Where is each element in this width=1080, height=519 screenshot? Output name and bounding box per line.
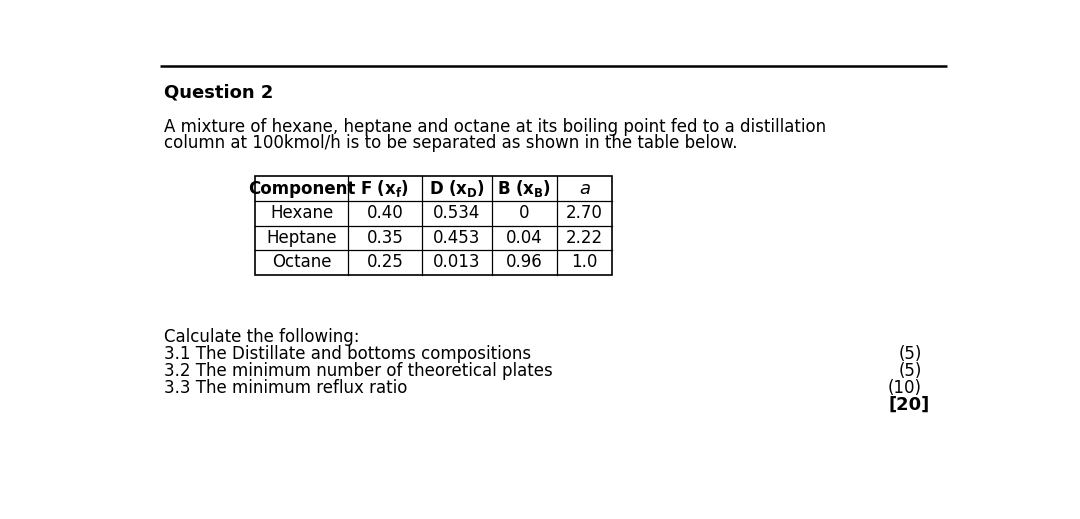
Text: 3.2 The minimum number of theoretical plates: 3.2 The minimum number of theoretical pl… (164, 362, 553, 380)
Text: Calculate the following:: Calculate the following: (164, 328, 360, 346)
Text: Component: Component (248, 180, 355, 198)
Text: 0.013: 0.013 (433, 253, 481, 271)
Text: 0.35: 0.35 (366, 229, 403, 247)
Text: (5): (5) (899, 362, 921, 380)
Text: $\mathbf{F\ (x_f)}$: $\mathbf{F\ (x_f)}$ (361, 178, 409, 199)
Text: 0: 0 (519, 204, 529, 222)
Text: 0.534: 0.534 (433, 204, 481, 222)
Text: 0.25: 0.25 (366, 253, 403, 271)
Bar (255, 176, 611, 275)
Text: $\it{a}$: $\it{a}$ (579, 180, 591, 198)
Text: (10): (10) (888, 379, 921, 397)
Text: 3.3 The minimum reflux ratio: 3.3 The minimum reflux ratio (164, 379, 408, 397)
Text: 0.04: 0.04 (507, 229, 543, 247)
Text: Octane: Octane (272, 253, 332, 271)
Text: A mixture of hexane, heptane and octane at its boiling point fed to a distillati: A mixture of hexane, heptane and octane … (164, 118, 826, 136)
Text: [20]: [20] (888, 395, 930, 414)
Text: 0.96: 0.96 (507, 253, 543, 271)
Text: Hexane: Hexane (270, 204, 334, 222)
Text: 1.0: 1.0 (571, 253, 597, 271)
Text: 0.40: 0.40 (366, 204, 403, 222)
Text: $\mathbf{D\ (x_D)}$: $\mathbf{D\ (x_D)}$ (429, 178, 485, 199)
Text: 2.70: 2.70 (566, 204, 603, 222)
Text: Question 2: Question 2 (164, 84, 274, 102)
Text: $\mathbf{B\ (x_B)}$: $\mathbf{B\ (x_B)}$ (498, 178, 552, 199)
Text: (5): (5) (899, 345, 921, 363)
Text: 2.22: 2.22 (566, 229, 603, 247)
Text: Heptane: Heptane (267, 229, 337, 247)
Text: column at 100kmol/h is to be separated as shown in the table below.: column at 100kmol/h is to be separated a… (164, 134, 738, 152)
Text: 0.453: 0.453 (433, 229, 481, 247)
Text: 3.1 The Distillate and bottoms compositions: 3.1 The Distillate and bottoms compositi… (164, 345, 531, 363)
